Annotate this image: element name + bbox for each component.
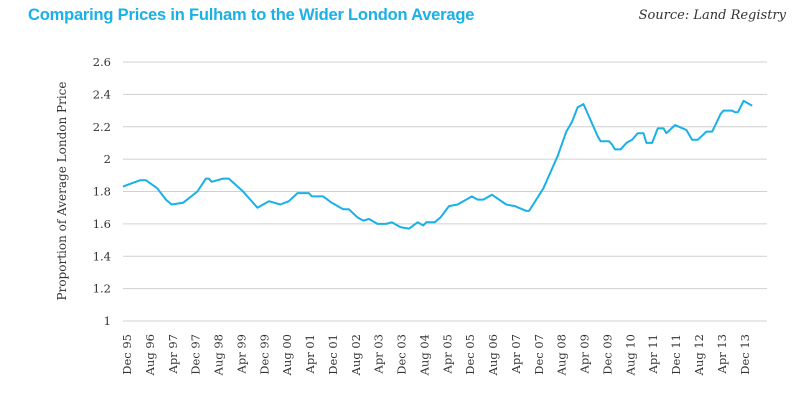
y-tick-label: 2.6 <box>93 55 111 69</box>
y-tick-label: 1 <box>104 314 111 328</box>
x-tick-label: Dec 09 <box>600 334 614 375</box>
x-tick-label: Dec 97 <box>189 334 203 375</box>
x-tick-label: Dec 99 <box>257 334 271 375</box>
y-tick-label: 1.6 <box>93 217 111 231</box>
x-tick-label: Dec 95 <box>120 334 134 375</box>
x-tick-label: Aug 06 <box>486 334 500 376</box>
x-tick-label: Dec 11 <box>669 334 683 375</box>
x-tick-label: Aug 10 <box>623 334 637 376</box>
x-tick-label: Aug 96 <box>143 334 157 376</box>
y-tick-label: 1.8 <box>93 185 111 199</box>
x-tick-label: Dec 03 <box>395 334 409 375</box>
x-tick-label: Aug 00 <box>280 334 294 376</box>
x-tick-label: Dec 05 <box>463 334 477 375</box>
y-tick-label: 2.4 <box>93 87 111 101</box>
x-tick-label: Dec 13 <box>738 334 752 375</box>
x-tick-label: Aug 98 <box>212 334 226 376</box>
source-label: Source: Land Registry <box>638 8 786 23</box>
series-line <box>122 99 753 230</box>
x-tick-label: Apr 05 <box>440 334 454 374</box>
x-tick-label: Aug 08 <box>555 334 569 376</box>
x-tick-label: Apr 01 <box>303 334 317 374</box>
y-axis-label: Proportion of Average London Price <box>55 82 69 301</box>
x-tick-label: Dec 07 <box>532 334 546 375</box>
x-tick-label: Apr 07 <box>509 334 523 374</box>
x-tick-label: Apr 97 <box>166 334 180 374</box>
y-tick-label: 1.4 <box>93 249 111 263</box>
chart-title: Comparing Prices in Fulham to the Wider … <box>28 6 475 24</box>
x-tick-label: Apr 11 <box>646 334 660 374</box>
x-tick-label: Aug 04 <box>417 334 431 376</box>
x-tick-label: Apr 09 <box>578 334 592 374</box>
x-tick-label: Aug 12 <box>692 334 706 376</box>
y-tick-label: 2 <box>104 152 111 166</box>
x-tick-label: Apr 99 <box>234 334 248 374</box>
x-tick-label: Apr 03 <box>372 334 386 374</box>
x-tick-label: Apr 13 <box>715 334 729 374</box>
y-tick-label: 2.2 <box>93 120 111 134</box>
x-tick-label: Dec 01 <box>326 334 340 375</box>
x-tick-label: Aug 02 <box>349 334 363 376</box>
y-tick-label: 1.2 <box>93 282 111 296</box>
